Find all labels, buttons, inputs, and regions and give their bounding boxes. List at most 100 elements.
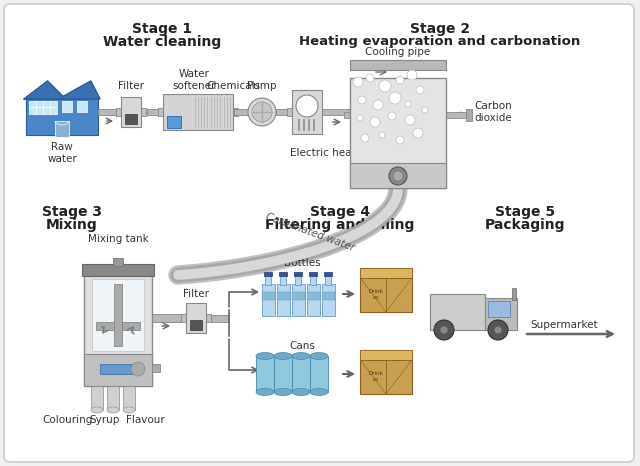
Circle shape	[248, 98, 276, 126]
Text: Heating evaporation and carbonation: Heating evaporation and carbonation	[300, 35, 580, 48]
Text: Stage 3: Stage 3	[42, 205, 102, 219]
Text: Water cleaning: Water cleaning	[103, 35, 221, 49]
Bar	[308, 272, 317, 275]
Text: Colouring: Colouring	[43, 415, 93, 425]
Text: Mixing tank: Mixing tank	[88, 234, 148, 244]
Text: Packaging: Packaging	[484, 218, 565, 232]
Bar	[324, 274, 332, 285]
Bar	[466, 109, 472, 121]
Bar	[114, 284, 122, 346]
Text: Mixing: Mixing	[46, 218, 98, 232]
Bar	[206, 314, 211, 322]
Bar	[512, 288, 516, 300]
Bar	[360, 350, 412, 360]
FancyBboxPatch shape	[4, 4, 634, 462]
Bar	[234, 109, 249, 115]
Bar	[324, 272, 332, 275]
Bar	[322, 109, 350, 115]
Text: Stage 1: Stage 1	[132, 22, 192, 36]
Bar	[190, 320, 202, 330]
Ellipse shape	[310, 389, 328, 396]
Bar	[141, 108, 146, 116]
Circle shape	[389, 167, 407, 185]
Circle shape	[389, 92, 401, 104]
Bar	[29, 101, 43, 114]
Circle shape	[422, 107, 428, 113]
Bar	[84, 274, 152, 386]
Bar	[360, 268, 412, 278]
Bar	[292, 90, 322, 134]
Bar	[77, 101, 87, 112]
Circle shape	[296, 95, 318, 117]
Bar	[310, 356, 328, 392]
Text: Bottles: Bottles	[284, 258, 320, 268]
Bar	[280, 274, 286, 285]
Text: Drink
co: Drink co	[368, 289, 383, 300]
Bar	[262, 284, 275, 316]
Circle shape	[252, 102, 272, 122]
Circle shape	[357, 115, 363, 121]
Circle shape	[379, 80, 391, 92]
Text: Carbonated water: Carbonated water	[264, 211, 356, 253]
Bar	[147, 109, 162, 115]
Bar	[123, 386, 135, 410]
Bar	[167, 116, 181, 128]
Circle shape	[373, 100, 383, 110]
Bar	[307, 292, 319, 300]
Text: Syrup: Syrup	[90, 415, 120, 425]
Text: Electric heaters: Electric heaters	[290, 148, 372, 158]
Bar	[294, 272, 302, 275]
Circle shape	[396, 76, 404, 84]
Bar	[26, 99, 98, 135]
Text: Water
softener: Water softener	[172, 69, 216, 91]
Bar	[310, 274, 316, 285]
Ellipse shape	[274, 389, 292, 396]
Text: Pump: Pump	[247, 81, 276, 91]
Bar	[125, 114, 137, 124]
Bar	[485, 298, 517, 330]
Bar	[107, 386, 119, 410]
Text: Drink
co: Drink co	[368, 371, 383, 382]
Bar	[211, 315, 229, 322]
Polygon shape	[58, 81, 100, 99]
Bar	[344, 112, 350, 118]
Text: Stage 4: Stage 4	[310, 205, 370, 219]
Bar	[360, 268, 412, 312]
Ellipse shape	[123, 407, 135, 413]
Bar	[98, 109, 120, 115]
Text: Flavour: Flavour	[125, 415, 164, 425]
Bar	[350, 78, 446, 188]
Text: Filtering and filling: Filtering and filling	[266, 218, 415, 232]
Circle shape	[361, 134, 369, 142]
Circle shape	[131, 362, 145, 376]
Bar	[92, 279, 144, 351]
Bar	[265, 274, 271, 285]
Bar	[186, 303, 206, 333]
Circle shape	[413, 128, 423, 138]
Text: Cans: Cans	[289, 341, 315, 351]
Text: Raw
water: Raw water	[47, 142, 77, 164]
Bar	[55, 121, 69, 137]
Bar	[100, 364, 136, 374]
Bar	[488, 301, 510, 317]
Bar	[233, 108, 238, 116]
Circle shape	[358, 96, 366, 104]
Circle shape	[440, 326, 448, 334]
Bar	[113, 258, 123, 266]
Circle shape	[416, 86, 424, 94]
Ellipse shape	[256, 352, 274, 359]
Text: Stage 2: Stage 2	[410, 22, 470, 36]
Circle shape	[396, 136, 404, 144]
Polygon shape	[24, 81, 65, 99]
Bar	[163, 94, 233, 130]
Text: Stage 5: Stage 5	[495, 205, 555, 219]
Circle shape	[366, 74, 374, 82]
Bar	[295, 274, 301, 285]
Bar	[121, 97, 141, 127]
Bar	[276, 109, 290, 115]
Circle shape	[379, 132, 385, 138]
Text: Chemicals: Chemicals	[206, 81, 260, 91]
Circle shape	[405, 115, 415, 125]
Bar	[91, 386, 103, 410]
Bar	[291, 284, 305, 316]
